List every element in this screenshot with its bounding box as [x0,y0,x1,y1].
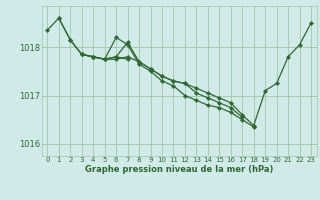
X-axis label: Graphe pression niveau de la mer (hPa): Graphe pression niveau de la mer (hPa) [85,165,273,174]
